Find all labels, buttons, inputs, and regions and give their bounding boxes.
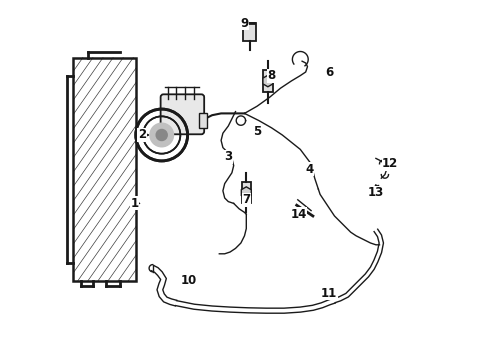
Bar [263,70,272,92]
Text: 13: 13 [367,186,383,199]
Text: 3: 3 [224,150,232,163]
Bar [73,58,136,281]
Text: 10: 10 [180,274,197,287]
Bar [199,113,207,128]
Text: 5: 5 [252,125,261,138]
Text: 6: 6 [325,66,332,78]
FancyBboxPatch shape [160,94,204,134]
Circle shape [150,123,173,147]
Text: 1: 1 [130,197,139,210]
Text: 8: 8 [267,69,275,82]
Text: 12: 12 [382,157,398,170]
Text: 2: 2 [138,129,145,141]
Bar [243,23,256,41]
Bar [241,182,250,203]
Text: 9: 9 [240,17,248,30]
Text: 4: 4 [305,163,313,176]
Text: 11: 11 [320,287,337,300]
Bar [73,58,136,281]
Text: 7: 7 [242,193,250,206]
Text: 14: 14 [290,208,306,221]
Circle shape [156,130,166,140]
